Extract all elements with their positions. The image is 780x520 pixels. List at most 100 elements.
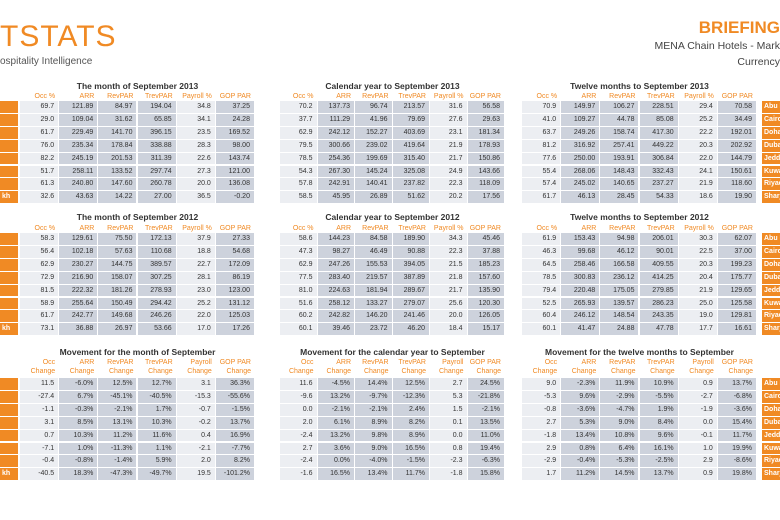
table-cell: 403.69 [392,126,430,140]
table-cell: 0.1 [430,416,468,430]
column-header: Change [226,368,251,375]
table-cell: 37.88 [467,245,505,259]
table-cell: 19.0 [678,310,718,324]
table-cell: 84.97 [98,101,138,114]
table-cell: -2.3% [561,378,601,391]
table-cell: 289.67 [392,284,430,298]
table-cell: -0.20 [215,191,255,205]
table-cell: 90.01 [639,245,679,259]
logo: TSTATS [0,20,117,53]
table-cell: 24.28 [215,113,255,127]
table-cell: -47.3% [98,468,138,482]
table-cell: 192.01 [717,126,757,140]
table-cell: -0.2 [176,416,216,430]
table-cell: 82.2 [20,152,60,166]
table-cell: 51.7 [20,165,60,179]
table-cell: 14.4% [355,378,393,391]
table-cell: 129.81 [717,310,757,324]
table-cell: 85.08 [639,113,679,127]
table-cell: 47.78 [639,323,679,337]
table-cell: -1.8 [522,429,562,443]
table-cell: -0.8% [59,455,99,469]
table-cell: 396.15 [137,126,177,140]
table-cell: 148.43 [600,165,640,179]
table-cell: 43.63 [59,191,99,205]
table-cell: 1.9% [639,403,679,417]
table-cell: 63.7 [522,126,562,140]
table-cell: 1.1% [137,442,177,456]
table-cell: 20.0 [176,178,216,192]
table-cell: 0.8% [561,442,601,456]
table-cell: 102.18 [59,245,99,259]
row-label-left [0,178,18,192]
table-cell: 143.66 [467,165,505,179]
table-cell: 185.23 [467,258,505,272]
column-header: RevPAR [362,359,389,366]
table-cell: 23.5 [176,126,216,140]
table-cell: 13.2% [317,390,355,404]
table-cell: 146.20 [355,310,393,324]
column-header: GOP PAR [469,93,501,100]
table-cell: 19.90 [717,191,757,205]
table-cell: 5.3 [430,390,468,404]
table-cell: 11.2% [561,468,601,482]
column-header: TrevPAR [398,359,426,366]
table-cell: 13.5% [467,416,505,430]
table-cell: 81.0 [280,284,318,298]
column-header: Change [187,368,212,375]
column-header: Change [476,368,501,375]
row-label-left: kh [0,468,18,482]
table-cell: 22.6 [176,152,216,166]
table-cell: 13.7% [215,416,255,430]
table-cell: -12.3% [392,390,430,404]
column-header: GOP PAR [721,359,753,366]
table-title: Movement for the calendar year to Septem… [300,347,485,357]
table-cell: 283.40 [317,271,355,285]
column-header: GOP PAR [219,225,251,232]
table-cell: 257.41 [600,139,640,153]
table-cell: 21.9 [430,139,468,153]
table-cell: 86.19 [215,271,255,285]
table-cell: 2.9 [522,442,562,456]
table-cell: 46.20 [392,323,430,337]
table-cell: 245.19 [59,152,99,166]
table-cell: 249.26 [561,126,601,140]
table-cell: 247.26 [317,258,355,272]
table-cell: 14.22 [98,191,138,205]
table-cell: 58.5 [280,191,318,205]
table-cell: 109.04 [59,113,99,127]
table-cell: 65.85 [137,113,177,127]
column-header: Change [401,368,426,375]
table-cell: 242.77 [59,310,99,324]
row-label-left [0,258,18,272]
table-cell: 139.57 [600,297,640,311]
table-cell: 220.48 [561,284,601,298]
table-cell: 202.92 [717,139,757,153]
table-cell: 267.30 [317,165,355,179]
table-cell: 21.7 [430,284,468,298]
column-header: Occ % [292,225,314,232]
column-header: GOP PAR [219,93,251,100]
table-cell: -1.4% [98,455,138,469]
table-cell: 15.8% [467,468,505,482]
table-cell: -2.5% [639,455,679,469]
table-cell: 316.92 [561,139,601,153]
row-label-right: Riyad [762,455,780,469]
table-cell: 129.65 [717,284,757,298]
table-cell: 77.6 [522,152,562,166]
column-header: Payroll [692,359,714,366]
table-cell: 242.12 [317,126,355,140]
table-cell: -8.6% [717,455,757,469]
table-cell: 98.27 [317,245,355,259]
table-cell: 15.4% [717,416,757,430]
table-cell: 22.0 [678,152,718,166]
table-cell: 8.4% [639,416,679,430]
table-cell: 11.7% [392,468,430,482]
table-cell: 157.60 [467,271,505,285]
column-header: RevPAR [362,93,389,100]
table-cell: 126.05 [467,310,505,324]
table-cell: 9.8% [355,429,393,443]
row-label-left [0,126,18,140]
row-label-left: kh [0,191,18,205]
